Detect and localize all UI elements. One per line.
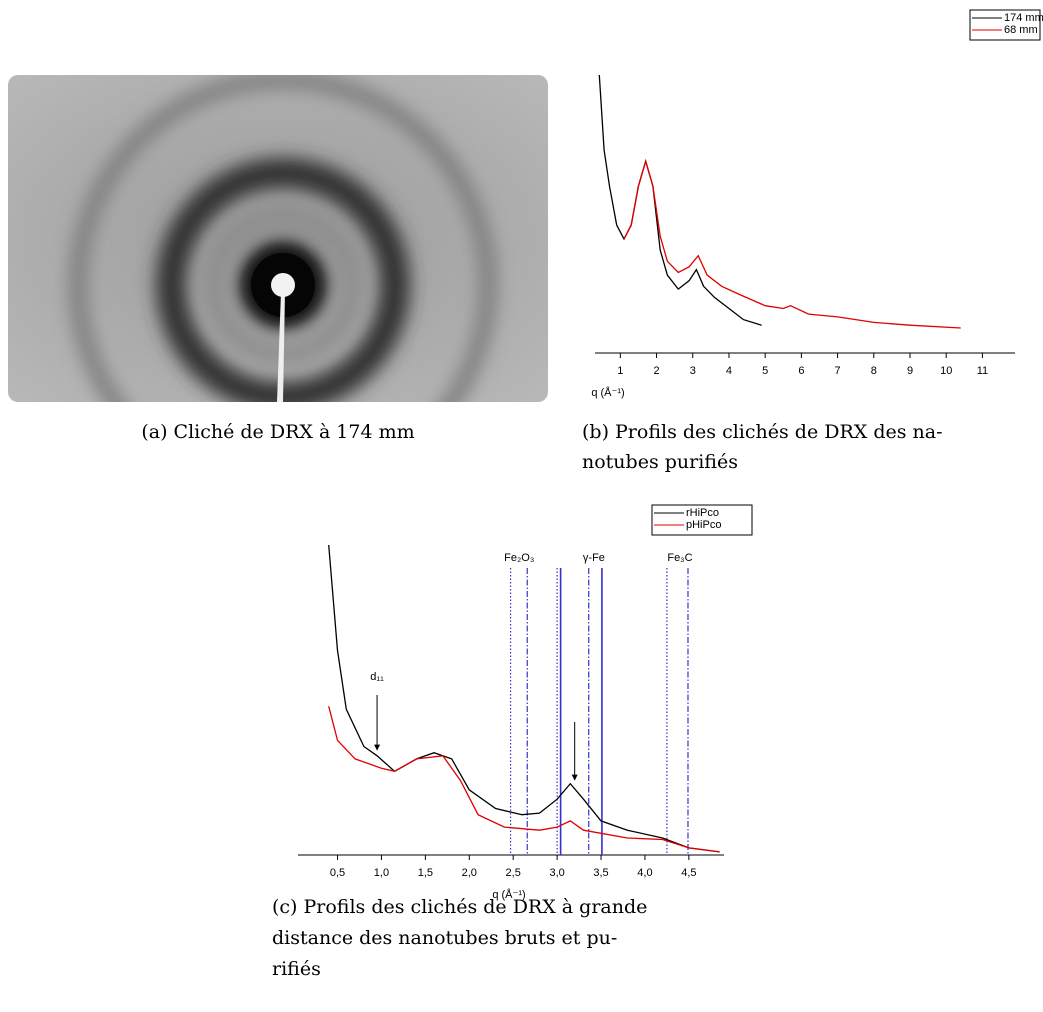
caption: distance des nanotubes bruts et pu- [272,927,617,949]
caption: (a) Cliché de DRX à 174 mm [141,421,414,443]
series-line [598,74,762,326]
x-tick-label: 4,0 [637,867,652,879]
x-tick-label: 5 [762,365,768,377]
legend-label: rHiPco [686,507,719,519]
series-line [328,544,720,853]
x-axis-title: q (Å⁻¹) [492,888,525,901]
x-tick-label: 3 [690,365,696,377]
phase-label: γ-Fe [583,552,605,564]
x-tick-label: 6 [798,365,804,377]
legend-label: 68 mm [1004,24,1038,36]
x-tick-label: 2,0 [462,867,477,879]
x-tick-label: 7 [835,365,841,377]
x-axis-title: q (Å⁻¹) [591,386,624,399]
x-tick-label: 3,5 [593,867,608,879]
series-line [328,706,720,853]
caption: notubes purifiés [582,451,738,473]
x-tick-label: 3,0 [549,867,564,879]
x-tick-label: 8 [871,365,877,377]
phase-label: Fe₂O₃ [504,552,534,564]
caption: (c) Profils des clichés de DRX à grande [272,896,647,918]
legend-box [651,504,753,536]
x-tick-label: 1 [617,365,623,377]
x-tick-label: 2 [653,365,659,377]
x-tick-label: 10 [940,365,952,377]
annotation-label: d₁₁ [370,671,384,683]
x-tick-label: 4,5 [681,867,696,879]
x-tick-label: 1,0 [374,867,389,879]
legend-box [969,9,1041,41]
x-tick-label: 1,5 [418,867,433,879]
legend-label: 174 mm [1004,12,1043,24]
diffraction-image [8,75,548,402]
x-tick-label: 2,5 [506,867,521,879]
x-tick-label: 4 [726,365,732,377]
x-tick-label: 11 [977,365,988,377]
caption: (b) Profils des clichés de DRX des na- [582,421,943,443]
x-tick-label: 9 [907,365,913,377]
caption: rifiés [272,958,321,980]
series-line [623,158,961,329]
phase-label: Fe₃C [667,552,692,564]
x-tick-label: 0,5 [330,867,345,879]
legend-label: pHiPco [686,519,721,531]
